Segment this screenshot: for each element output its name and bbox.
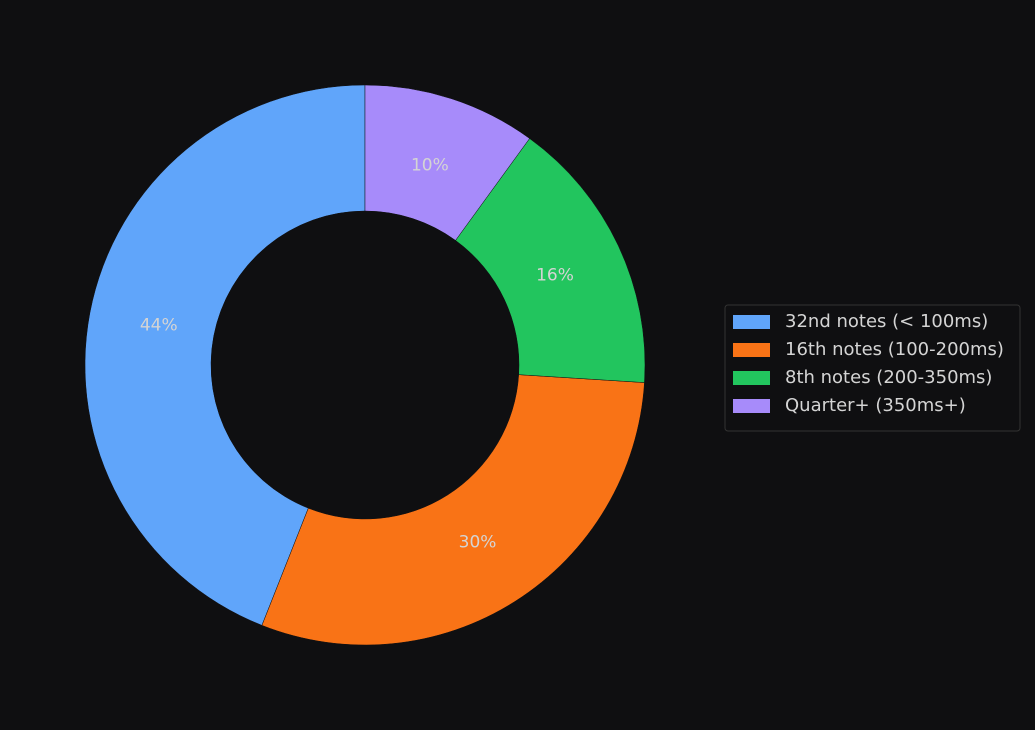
donut-slice bbox=[364, 84, 530, 241]
legend-box bbox=[724, 304, 1021, 432]
legend-label: Quarter+ (350ms+) bbox=[785, 395, 966, 416]
legend-swatch bbox=[733, 399, 770, 413]
legend-swatch bbox=[733, 343, 770, 357]
value-label: 10% bbox=[411, 155, 449, 175]
legend-label: 32nd notes (< 100ms) bbox=[785, 311, 988, 332]
legend-swatch bbox=[733, 371, 770, 385]
legend-label: 16th notes (100-200ms) bbox=[785, 339, 1004, 360]
value-label: 44% bbox=[140, 316, 178, 336]
legend-label: 8th notes (200-350ms) bbox=[785, 367, 992, 388]
donut-slice bbox=[261, 374, 645, 646]
donut-slice bbox=[84, 84, 366, 626]
legend-swatch bbox=[733, 315, 770, 329]
donut-slice bbox=[455, 138, 646, 383]
value-label: 16% bbox=[536, 266, 574, 286]
value-label: 30% bbox=[459, 532, 497, 552]
